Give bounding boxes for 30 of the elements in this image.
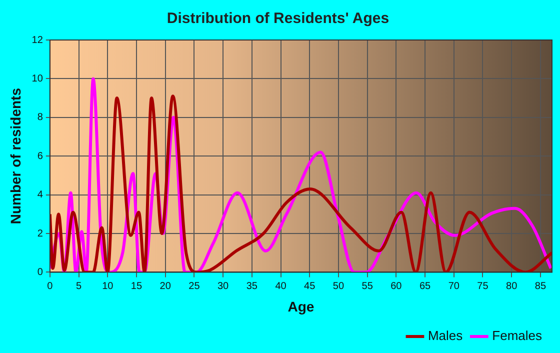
x-axis-title: Age xyxy=(288,298,314,314)
x-tick-label: 45 xyxy=(304,280,316,292)
chart-title: Distribution of Residents' Ages xyxy=(166,10,390,28)
x-tick-label: 25 xyxy=(188,280,200,292)
x-tick-label: 0 xyxy=(47,280,54,292)
y-tick-label: 2 xyxy=(37,228,44,240)
legend-label: Males xyxy=(428,328,464,344)
x-tick-label: 70 xyxy=(448,280,460,292)
x-tick-label: 40 xyxy=(275,280,287,292)
x-tick-label: 55 xyxy=(362,280,374,292)
y-tick-label: 4 xyxy=(37,190,44,201)
x-tick-label: 10 xyxy=(102,280,114,292)
x-tick-label: 75 xyxy=(477,280,489,292)
y-tick-label: 12 xyxy=(32,34,44,46)
x-tick-label: 30 xyxy=(217,280,230,292)
x-tick-label: 85 xyxy=(534,280,546,292)
x-tick-label: 50 xyxy=(332,280,344,292)
x-tick-label: 60 xyxy=(390,280,402,292)
x-tick-label: 65 xyxy=(419,280,432,292)
y-tick-label: 10 xyxy=(32,73,44,84)
y-tick-label: 0 xyxy=(37,266,44,278)
y-axis-title: Number of residents xyxy=(7,88,24,224)
y-tick-label: 6 xyxy=(37,150,44,162)
y-tick-label: 8 xyxy=(37,112,44,124)
x-tick-label: 35 xyxy=(246,280,258,292)
legend-label: Females xyxy=(492,328,542,344)
x-tick-label: 80 xyxy=(506,280,518,292)
x-tick-label: 5 xyxy=(76,280,82,292)
x-tick-label: 20 xyxy=(160,280,172,292)
x-tick-label: 15 xyxy=(130,280,142,292)
